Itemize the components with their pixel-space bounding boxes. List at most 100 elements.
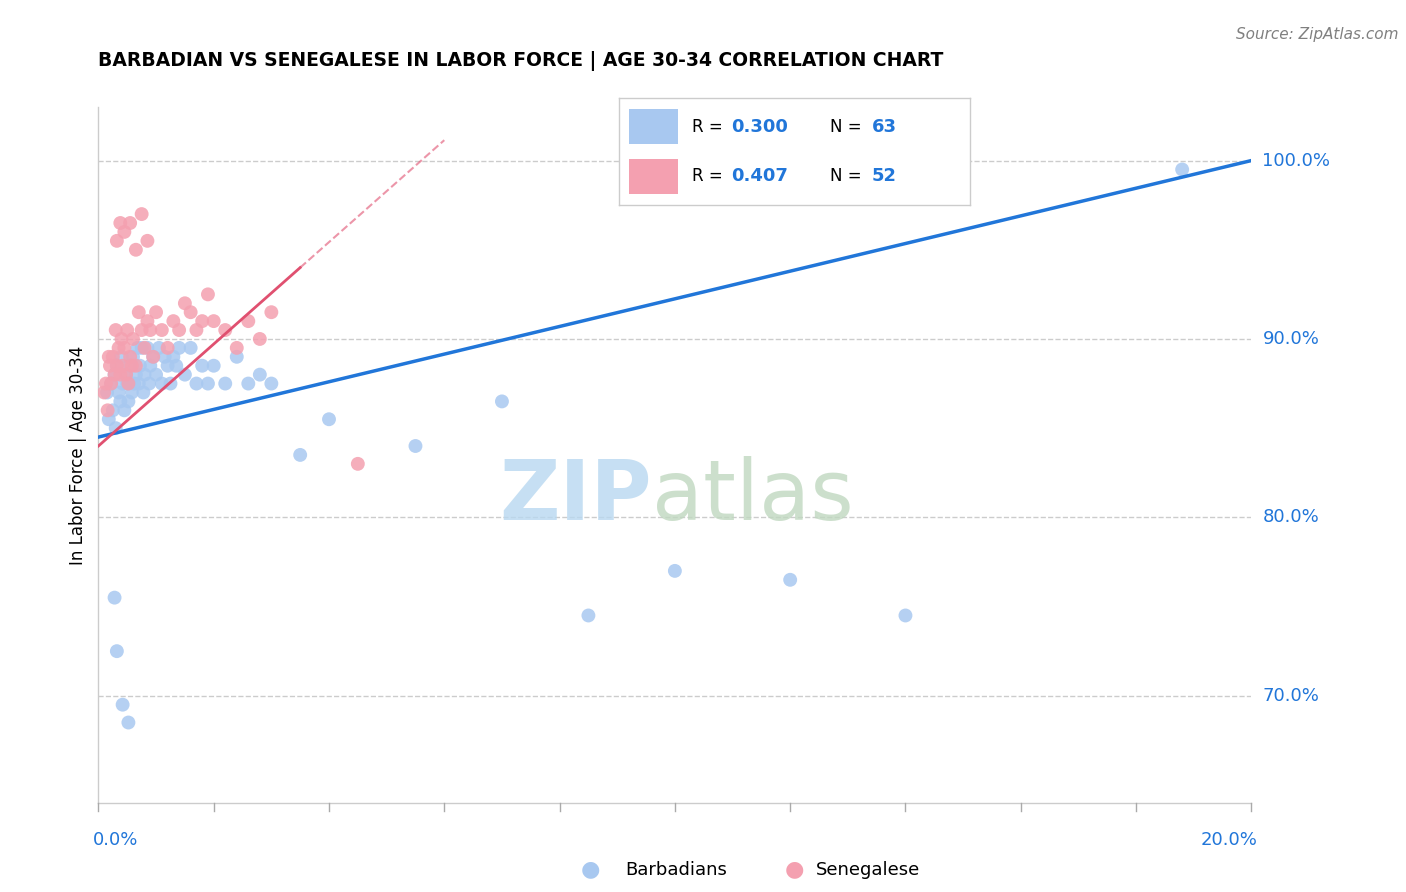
Point (122, 350, 145, 364)
Point (110, 350, 132, 364)
Point (127, 341, 149, 355)
Point (112, 341, 135, 355)
Point (120, 350, 142, 364)
Point (112, 225, 135, 239)
Point (202, 314, 225, 328)
Point (145, 305, 167, 319)
Text: 80.0%: 80.0% (1263, 508, 1319, 526)
Text: 63: 63 (872, 118, 897, 136)
Point (105, 359, 128, 373)
Text: N =: N = (830, 118, 866, 136)
Point (260, 376, 283, 391)
Point (104, 421, 127, 435)
Point (138, 376, 160, 391)
Point (100, 376, 122, 391)
Point (238, 314, 260, 328)
Point (405, 439, 427, 453)
Point (107, 385, 129, 400)
Point (290, 448, 312, 462)
Point (197, 287, 219, 301)
Point (249, 368, 271, 382)
Point (97, 350, 120, 364)
Point (136, 314, 159, 328)
Point (117, 376, 138, 391)
Text: 0.407: 0.407 (731, 168, 787, 186)
Point (249, 332, 271, 346)
Point (93, 385, 115, 400)
Point (121, 359, 143, 373)
Point (150, 323, 173, 337)
Text: 0.0%: 0.0% (93, 830, 138, 848)
Point (174, 368, 197, 382)
Point (131, 207, 153, 221)
Point (117, 376, 139, 391)
Text: Source: ZipAtlas.com: Source: ZipAtlas.com (1236, 27, 1399, 42)
Point (191, 314, 214, 328)
Point (111, 359, 134, 373)
Point (125, 368, 148, 382)
Point (150, 376, 173, 391)
Point (129, 359, 152, 373)
Bar (630, 109, 678, 145)
Point (165, 359, 187, 373)
Point (96, 385, 118, 400)
Point (346, 457, 368, 471)
Point (225, 341, 247, 355)
Point (167, 341, 190, 355)
Point (191, 359, 214, 373)
Point (104, 323, 127, 337)
Point (128, 305, 150, 319)
Point (105, 234, 128, 248)
Text: 52: 52 (872, 168, 897, 186)
Point (174, 296, 197, 310)
Point (101, 350, 124, 364)
Point (125, 243, 148, 257)
Point (122, 376, 145, 391)
Point (107, 341, 129, 355)
Point (156, 341, 179, 355)
Point (145, 368, 167, 382)
Point (94, 376, 117, 391)
Point (162, 350, 184, 364)
Point (120, 216, 142, 230)
Text: 0.300: 0.300 (731, 118, 787, 136)
Point (1171, 162, 1194, 177)
Text: N =: N = (830, 168, 866, 186)
Text: ZIP: ZIP (499, 456, 652, 537)
Point (97, 403, 120, 417)
Point (186, 323, 208, 337)
Point (121, 385, 143, 400)
Point (491, 394, 513, 409)
Y-axis label: In Labor Force | Age 30-34: In Labor Force | Age 30-34 (69, 345, 87, 565)
Point (214, 323, 236, 337)
Text: ●: ● (785, 860, 804, 880)
Point (318, 412, 340, 426)
Point (779, 573, 801, 587)
Point (101, 403, 124, 417)
Point (894, 608, 917, 623)
Text: atlas: atlas (652, 456, 853, 537)
Point (115, 368, 138, 382)
Point (97, 412, 120, 426)
Point (156, 359, 179, 373)
Point (134, 341, 156, 355)
Point (180, 341, 202, 355)
Text: ●: ● (581, 860, 600, 880)
Point (134, 368, 156, 382)
Point (110, 332, 132, 346)
Point (576, 608, 599, 623)
Point (148, 341, 170, 355)
Point (260, 305, 283, 319)
Point (159, 376, 181, 391)
Point (214, 376, 236, 391)
Point (139, 359, 162, 373)
Point (110, 368, 132, 382)
Point (131, 341, 153, 355)
Point (111, 698, 134, 712)
Point (103, 591, 125, 605)
Point (180, 305, 202, 319)
Point (120, 359, 142, 373)
Point (186, 376, 208, 391)
Point (136, 341, 159, 355)
Point (125, 359, 148, 373)
